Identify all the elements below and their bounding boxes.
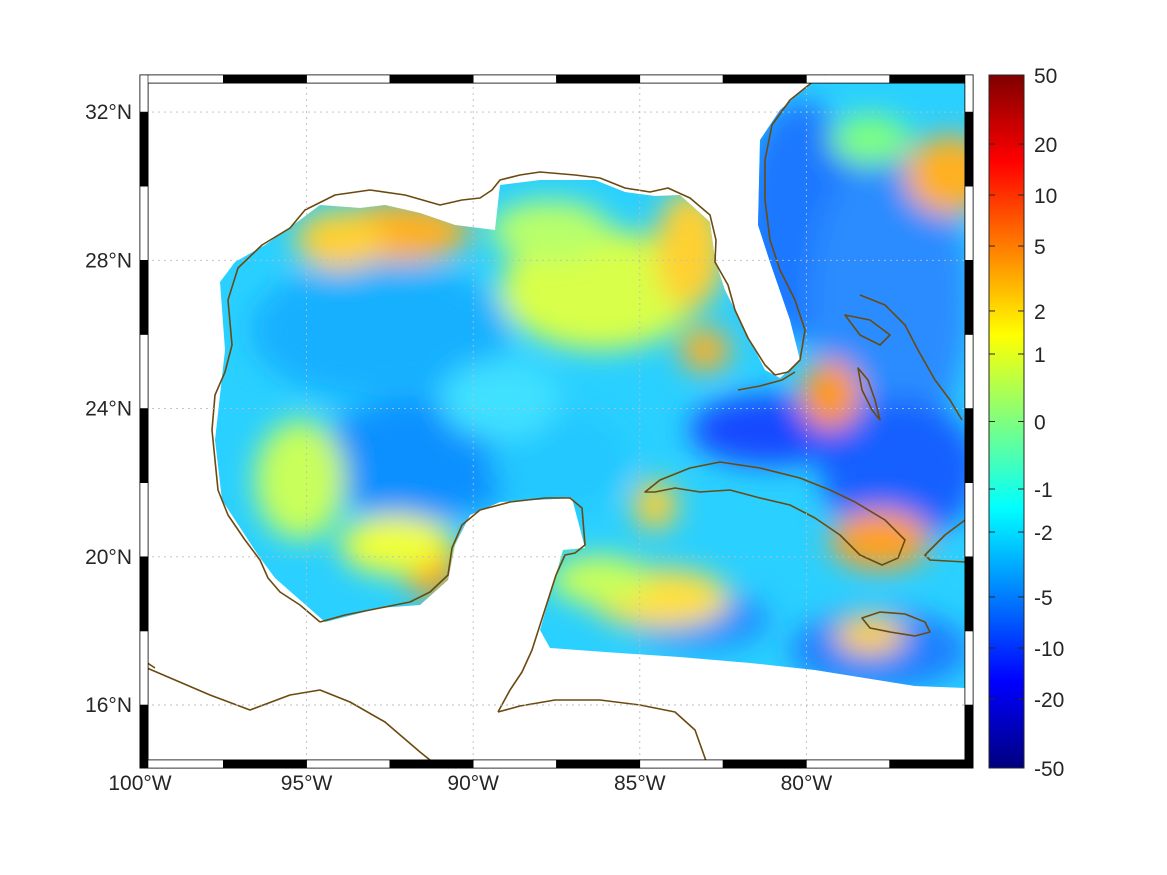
cuba [644, 461, 906, 566]
frame-segment [964, 704, 974, 769]
frame-segment [306, 759, 391, 769]
longitude-tick-label: 95°W [281, 772, 333, 795]
frame-segment [472, 759, 557, 769]
gulf-coast-west [211, 171, 776, 623]
colorbar-tick-label: 0 [1034, 412, 1046, 435]
frame-segment [639, 759, 724, 769]
frame-segment [889, 759, 974, 769]
colorbar-tick-label: -50 [1034, 758, 1064, 781]
frame-segment [139, 759, 224, 769]
jamaica [861, 611, 931, 637]
frame-segment [139, 334, 149, 409]
frame-segment [964, 482, 974, 558]
florida-peninsula [764, 74, 826, 376]
latitude-tick-label: 24°N [85, 398, 132, 421]
frame-segment [722, 759, 807, 769]
bahamas-islands [844, 314, 891, 346]
frame-segment [306, 74, 391, 84]
frame-segment [639, 74, 724, 84]
florida-keys [737, 371, 796, 391]
frame-segment [139, 408, 149, 483]
data-field [215, 82, 965, 688]
longitude-tick-label: 80°W [781, 772, 833, 795]
frame-segment [722, 74, 807, 84]
frame-segment [964, 334, 974, 409]
frame-segment [889, 74, 974, 84]
colorbar-tick-label: -10 [1034, 638, 1064, 661]
map-frame [139, 74, 974, 769]
longitude-tick-label: 85°W [614, 772, 666, 795]
frame-segment [139, 704, 149, 769]
frame-segment [139, 556, 149, 632]
frame-segment [964, 556, 974, 632]
frame-segment [139, 111, 149, 187]
frame-segment [223, 74, 307, 84]
frame-segment [139, 74, 149, 113]
colorbar-tick-label: -20 [1034, 689, 1064, 712]
frame-segment [139, 482, 149, 558]
colorbar-tick-label: 50 [1034, 65, 1057, 88]
axis-tick-labels: 100°W 95°W 90°W 85°W 80°W 32°N 28°N 24°N 20°N 16°… [85, 101, 832, 795]
frame-segment [964, 259, 974, 335]
latitude-tick-label: 28°N [85, 249, 132, 272]
yucatan-peninsula [319, 497, 586, 713]
frame-segment [389, 759, 474, 769]
frame-segment [556, 74, 641, 84]
frame-segment [806, 74, 891, 84]
frame-segment [556, 759, 641, 769]
longitude-tick-label: 100°W [108, 772, 171, 795]
frame-segment [964, 111, 974, 187]
colorbar-tick-label: 1 [1034, 344, 1046, 367]
frame-segment [964, 185, 974, 261]
latitude-tick-label: 32°N [85, 101, 132, 124]
bahamas-chain [859, 294, 963, 421]
frame-segment [964, 630, 974, 706]
frame-segment [389, 74, 474, 84]
latitude-tick-label: 16°N [85, 694, 132, 717]
frame-segment [139, 259, 149, 335]
frame-segment [806, 759, 891, 769]
bahamas-andros [857, 367, 881, 421]
frame-segment [139, 630, 149, 706]
frame-segment [964, 74, 974, 113]
colorbar-tick-label: 10 [1034, 185, 1057, 208]
colorbar-tick-label: -2 [1034, 522, 1053, 545]
colorbar-tick-label: 20 [1034, 134, 1057, 157]
colorbar-tick-label: -1 [1034, 479, 1053, 502]
colorbar-tick-label: -5 [1034, 587, 1053, 610]
frame-segment [223, 759, 307, 769]
latitude-tick-label: 20°N [85, 546, 132, 569]
frame-segment [964, 408, 974, 483]
central-america [139, 664, 441, 769]
frame-segment [139, 74, 224, 84]
frame-segment [472, 74, 557, 84]
honduras-coast [497, 699, 709, 769]
frame-segment [139, 185, 149, 261]
colorbar-tick-label: 5 [1034, 236, 1046, 259]
hispaniola-edge [924, 519, 966, 563]
longitude-tick-label: 90°W [447, 772, 499, 795]
colorbar-tick-label: 2 [1034, 301, 1046, 324]
